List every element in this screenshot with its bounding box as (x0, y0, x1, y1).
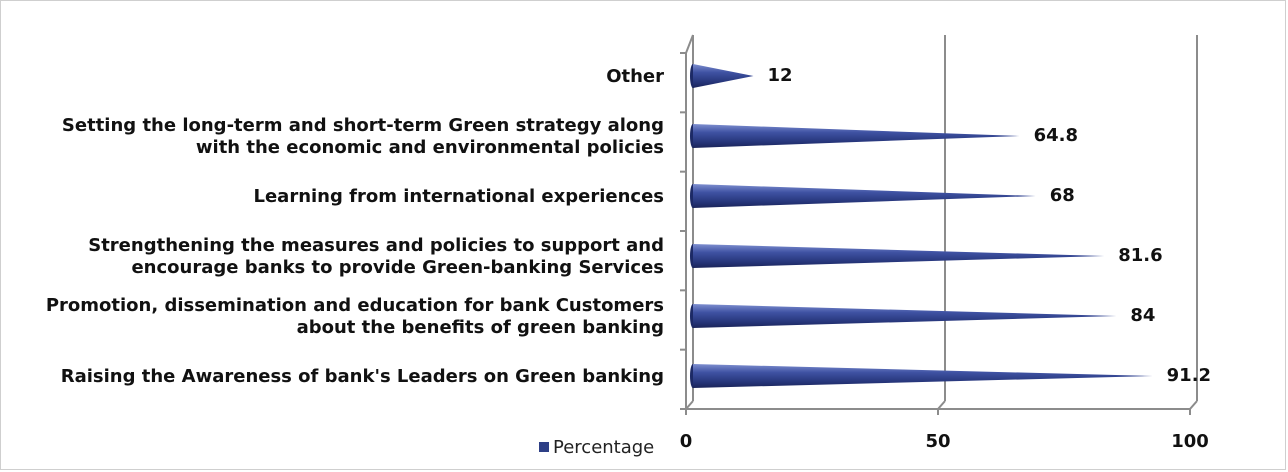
x-tick-label: 50 (925, 431, 950, 452)
floor-edge (685, 400, 694, 410)
bar (693, 184, 1036, 208)
data-label: 64.8 (1034, 125, 1078, 146)
data-label: 91.2 (1167, 365, 1211, 386)
floor-edge (1189, 400, 1198, 410)
category-label: with the economic and environmental poli… (196, 137, 664, 158)
bar (693, 364, 1153, 388)
x-tick-label: 100 (1171, 431, 1209, 452)
category-label: Learning from international experiences (254, 186, 665, 207)
data-label: 68 (1050, 185, 1075, 206)
category-label: Setting the long-term and short-term Gre… (62, 115, 664, 136)
labels: 0 50 100 91.2 Raising the Awareness of bank'… (46, 65, 1211, 458)
category-label: Strengthening the measures and policies … (88, 235, 664, 256)
bar (693, 244, 1105, 268)
category-label: about the benefits of green banking (297, 317, 664, 338)
floor-edge (937, 400, 946, 410)
bar (693, 304, 1117, 328)
data-label: 84 (1130, 305, 1155, 326)
gridlines (680, 34, 1198, 415)
x-tick-label: 0 (680, 431, 693, 452)
bar (693, 64, 754, 88)
bars (690, 64, 1153, 388)
category-label: encourage banks to provide Green-banking… (131, 257, 664, 278)
category-axis-top-edge (685, 34, 694, 54)
data-label: 12 (767, 65, 792, 86)
bar (693, 124, 1020, 148)
category-label: Other (606, 66, 664, 87)
category-label: Raising the Awareness of bank's Leaders … (61, 366, 664, 387)
legend-swatch (539, 442, 549, 452)
legend-label: Percentage (553, 437, 654, 458)
data-label: 81.6 (1118, 245, 1162, 266)
category-label: Promotion, dissemination and education f… (46, 295, 664, 316)
